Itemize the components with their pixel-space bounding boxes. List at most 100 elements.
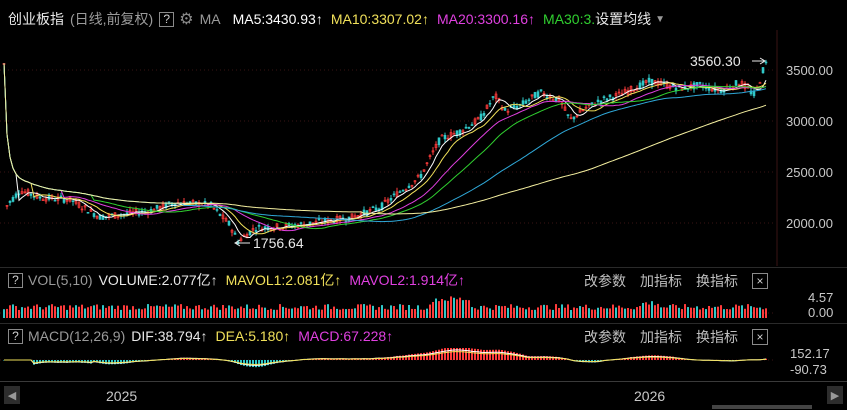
macd-histogram-bar	[468, 348, 470, 360]
volume-bar	[639, 306, 641, 318]
year-label-2026: 2026	[634, 388, 665, 404]
scroll-right-icon[interactable]: ▶	[827, 386, 843, 404]
volume-bar	[393, 306, 395, 318]
vol-switch-indicator-button[interactable]: 换指标	[696, 271, 738, 291]
volume-bar	[435, 299, 437, 318]
volume-bar	[669, 305, 671, 318]
volume-bar	[615, 308, 617, 318]
volume-bar	[30, 309, 32, 318]
volume-bar	[363, 304, 365, 318]
volume-bar	[159, 306, 161, 318]
volume-bar	[534, 310, 536, 318]
volume-bar	[390, 305, 392, 318]
macd-histogram-bar	[432, 351, 434, 360]
volume-bar	[189, 308, 191, 318]
scrollbar-thumb[interactable]	[712, 405, 812, 409]
volume-bar	[222, 305, 224, 318]
volume-bar	[624, 309, 626, 318]
candle-body	[489, 103, 491, 104]
volume-bar	[297, 308, 299, 318]
volume-bar	[492, 310, 494, 318]
volume-bar	[93, 305, 95, 318]
vol-add-indicator-button[interactable]: 加指标	[640, 271, 682, 291]
volume-bar	[741, 305, 743, 318]
volume-bar	[228, 305, 230, 318]
volume-bar	[273, 310, 275, 318]
volume-bar	[96, 304, 98, 318]
volume-bar	[495, 305, 497, 318]
volume-bar	[459, 298, 461, 318]
candle-body	[408, 186, 410, 188]
macd-help-button[interactable]: ?	[8, 329, 23, 344]
candle-body	[513, 105, 515, 108]
vol-change-params-button[interactable]: 改参数	[584, 271, 626, 291]
vol-indicator-name[interactable]: VOL(5,10)	[28, 272, 93, 288]
candle-body	[372, 207, 374, 208]
macd-panel-header: ? MACD(12,26,9) DIF:38.794 ↑ DEA:5.180 ↑…	[0, 323, 847, 348]
volume-bar	[183, 309, 185, 318]
volume-bar	[186, 306, 188, 318]
volume-bar	[348, 309, 350, 318]
macd-indicator-name[interactable]: MACD(12,26,9)	[28, 328, 125, 344]
volume-bar	[699, 309, 701, 318]
volume-bar	[123, 305, 125, 318]
volume-bar	[198, 305, 200, 318]
macd-tick-high: 152.17	[790, 346, 830, 361]
macd-histogram-bar	[444, 348, 446, 360]
volume-bar	[735, 305, 737, 318]
scroll-left-icon[interactable]: ◀	[4, 386, 20, 404]
candle-body	[492, 97, 494, 98]
volume-bar	[696, 306, 698, 318]
volume-bar	[444, 300, 446, 318]
volume-bar	[216, 307, 218, 318]
mavol2-arrow-icon: ↑	[458, 272, 465, 288]
macd-histogram-bar	[264, 360, 266, 366]
macd-change-params-button[interactable]: 改参数	[584, 327, 626, 347]
volume-bar	[540, 305, 542, 318]
macd-histogram-bar	[507, 351, 509, 360]
volume-bar	[12, 304, 14, 318]
volume-bar	[144, 308, 146, 318]
mavol1-arrow-icon: ↑	[334, 272, 341, 288]
volume-bar	[207, 310, 209, 318]
volume-bar	[522, 308, 524, 318]
volume-bar	[549, 309, 551, 318]
vol-help-button[interactable]: ?	[8, 273, 23, 288]
volume-bar	[234, 309, 236, 318]
macd-close-icon[interactable]: ×	[752, 329, 768, 345]
low-price-marker: 1756.64	[253, 235, 304, 251]
volume-bar	[168, 307, 170, 318]
macd-histogram-bar	[246, 360, 248, 366]
volume-bar	[246, 305, 248, 318]
volume-bar	[21, 307, 23, 318]
volume-bar	[60, 306, 62, 318]
macd-switch-indicator-button[interactable]: 换指标	[696, 327, 738, 347]
volume-bar	[651, 301, 653, 318]
volume-bar	[3, 309, 5, 318]
macd-add-indicator-button[interactable]: 加指标	[640, 327, 682, 347]
ma10-line	[4, 63, 766, 233]
candle-body	[54, 200, 56, 201]
volume-bar	[360, 304, 362, 318]
candle-body	[318, 219, 320, 220]
candle-body	[228, 221, 230, 225]
volume-bar	[579, 306, 581, 318]
candle-body	[540, 90, 542, 91]
vol-close-icon[interactable]: ×	[752, 273, 768, 289]
volume-bar	[636, 307, 638, 318]
volume-bar	[84, 309, 86, 318]
volume-bar	[36, 304, 38, 318]
volume-bar	[714, 307, 716, 318]
volume-bar	[270, 309, 272, 318]
candle-body	[234, 233, 236, 234]
candle-body	[765, 62, 767, 63]
volume-bar	[135, 309, 137, 318]
volume-bar	[396, 309, 398, 318]
candle-body	[264, 227, 266, 229]
volume-bar	[585, 305, 587, 318]
macd-tick-low: -90.73	[790, 362, 827, 377]
volume-bar	[18, 310, 20, 318]
macd-histogram-bar	[516, 353, 518, 360]
volume-bar	[90, 306, 92, 318]
volume-bar	[702, 308, 704, 318]
